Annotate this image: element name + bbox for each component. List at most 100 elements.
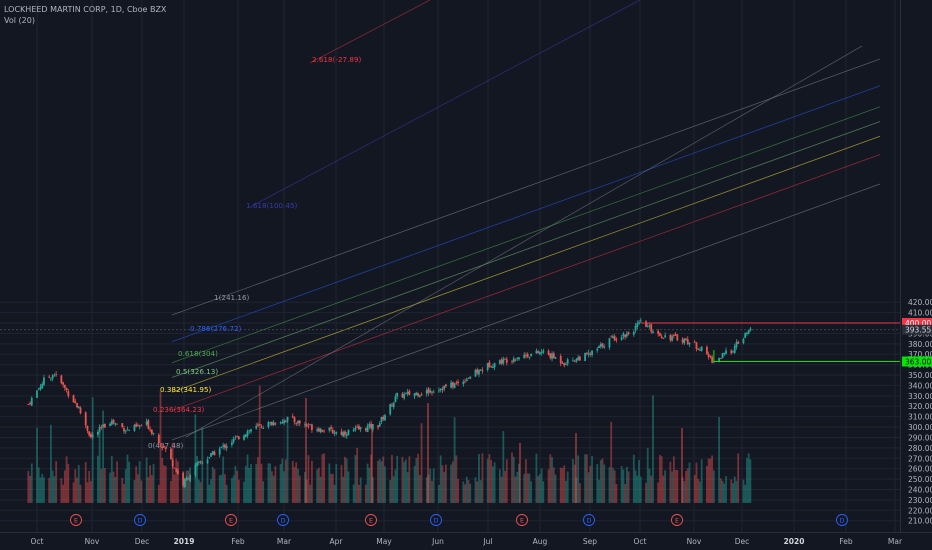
dividend-marker[interactable]: [430, 514, 442, 526]
candle[interactable]: [693, 341, 696, 343]
candle[interactable]: [149, 429, 151, 431]
candle[interactable]: [309, 424, 312, 426]
candle[interactable]: [392, 402, 395, 408]
candle[interactable]: [530, 353, 533, 357]
candle[interactable]: [284, 421, 287, 423]
candle[interactable]: [646, 326, 649, 328]
candle[interactable]: [587, 352, 590, 355]
candle[interactable]: [578, 356, 581, 361]
candle[interactable]: [747, 330, 750, 334]
earnings-marker[interactable]: [70, 514, 82, 526]
candle[interactable]: [608, 338, 611, 348]
candle[interactable]: [671, 336, 673, 341]
candle[interactable]: [538, 352, 541, 355]
candle[interactable]: [137, 425, 139, 426]
candle[interactable]: [116, 423, 118, 425]
candle[interactable]: [224, 444, 226, 448]
candle[interactable]: [624, 334, 627, 337]
candle[interactable]: [639, 320, 642, 322]
candle[interactable]: [554, 357, 557, 359]
candle[interactable]: [465, 379, 468, 382]
candle[interactable]: [493, 363, 496, 368]
candle[interactable]: [706, 346, 708, 355]
candle[interactable]: [394, 396, 397, 403]
candle[interactable]: [27, 403, 30, 405]
candle[interactable]: [258, 424, 261, 426]
candle[interactable]: [389, 403, 392, 415]
candle[interactable]: [220, 446, 223, 449]
candle[interactable]: [438, 390, 440, 392]
candle[interactable]: [319, 428, 322, 433]
candle[interactable]: [91, 434, 94, 438]
candle[interactable]: [161, 446, 164, 448]
candle[interactable]: [316, 429, 319, 431]
candle[interactable]: [391, 405, 393, 407]
candle[interactable]: [563, 363, 566, 366]
candle[interactable]: [735, 342, 738, 348]
candle[interactable]: [511, 361, 513, 362]
candle[interactable]: [659, 333, 661, 336]
candle[interactable]: [213, 451, 216, 456]
candle[interactable]: [699, 349, 701, 351]
candle[interactable]: [65, 387, 68, 391]
candle[interactable]: [175, 469, 178, 472]
candle[interactable]: [432, 391, 435, 393]
candle[interactable]: [457, 381, 459, 384]
candle[interactable]: [230, 442, 233, 446]
candle[interactable]: [401, 393, 404, 398]
candle[interactable]: [197, 461, 200, 463]
candle[interactable]: [566, 359, 569, 364]
candle[interactable]: [262, 428, 265, 429]
candle[interactable]: [307, 425, 310, 427]
candle[interactable]: [340, 431, 343, 436]
candle[interactable]: [43, 377, 45, 385]
candle[interactable]: [526, 353, 529, 357]
candle[interactable]: [237, 436, 240, 440]
candle[interactable]: [199, 461, 202, 463]
candle[interactable]: [429, 390, 432, 393]
dividend-marker[interactable]: [277, 514, 289, 526]
candle[interactable]: [371, 423, 374, 430]
candle[interactable]: [298, 420, 301, 424]
candle[interactable]: [396, 392, 399, 397]
candle[interactable]: [328, 427, 331, 431]
candle[interactable]: [528, 357, 531, 358]
candle[interactable]: [512, 358, 515, 362]
candle[interactable]: [382, 416, 385, 420]
candle[interactable]: [100, 427, 103, 428]
candle[interactable]: [194, 464, 197, 476]
candle[interactable]: [450, 382, 453, 388]
candle[interactable]: [286, 416, 289, 421]
candle[interactable]: [613, 336, 616, 341]
candle[interactable]: [170, 448, 172, 460]
candle[interactable]: [615, 339, 618, 341]
candle[interactable]: [359, 427, 362, 430]
fib-channel-line[interactable]: [171, 58, 881, 316]
candle[interactable]: [283, 420, 285, 424]
candle[interactable]: [672, 335, 675, 336]
candle[interactable]: [551, 353, 553, 359]
candle[interactable]: [279, 422, 282, 424]
candle[interactable]: [700, 346, 703, 351]
candle[interactable]: [686, 339, 689, 345]
candle[interactable]: [514, 359, 517, 361]
candle[interactable]: [225, 446, 228, 449]
fib-channel-line[interactable]: [171, 183, 881, 441]
candle[interactable]: [523, 354, 526, 359]
candle[interactable]: [358, 425, 360, 430]
candle[interactable]: [79, 407, 82, 414]
candle[interactable]: [321, 430, 324, 432]
candle[interactable]: [749, 328, 752, 331]
candle[interactable]: [243, 435, 245, 440]
earnings-marker[interactable]: [516, 514, 528, 526]
candle[interactable]: [418, 395, 421, 397]
candle[interactable]: [159, 444, 162, 446]
candle[interactable]: [295, 423, 298, 425]
candle[interactable]: [657, 330, 660, 334]
candle[interactable]: [51, 375, 54, 379]
candle[interactable]: [417, 393, 419, 396]
candle[interactable]: [744, 333, 747, 339]
candle[interactable]: [481, 370, 484, 371]
candle[interactable]: [110, 420, 113, 425]
